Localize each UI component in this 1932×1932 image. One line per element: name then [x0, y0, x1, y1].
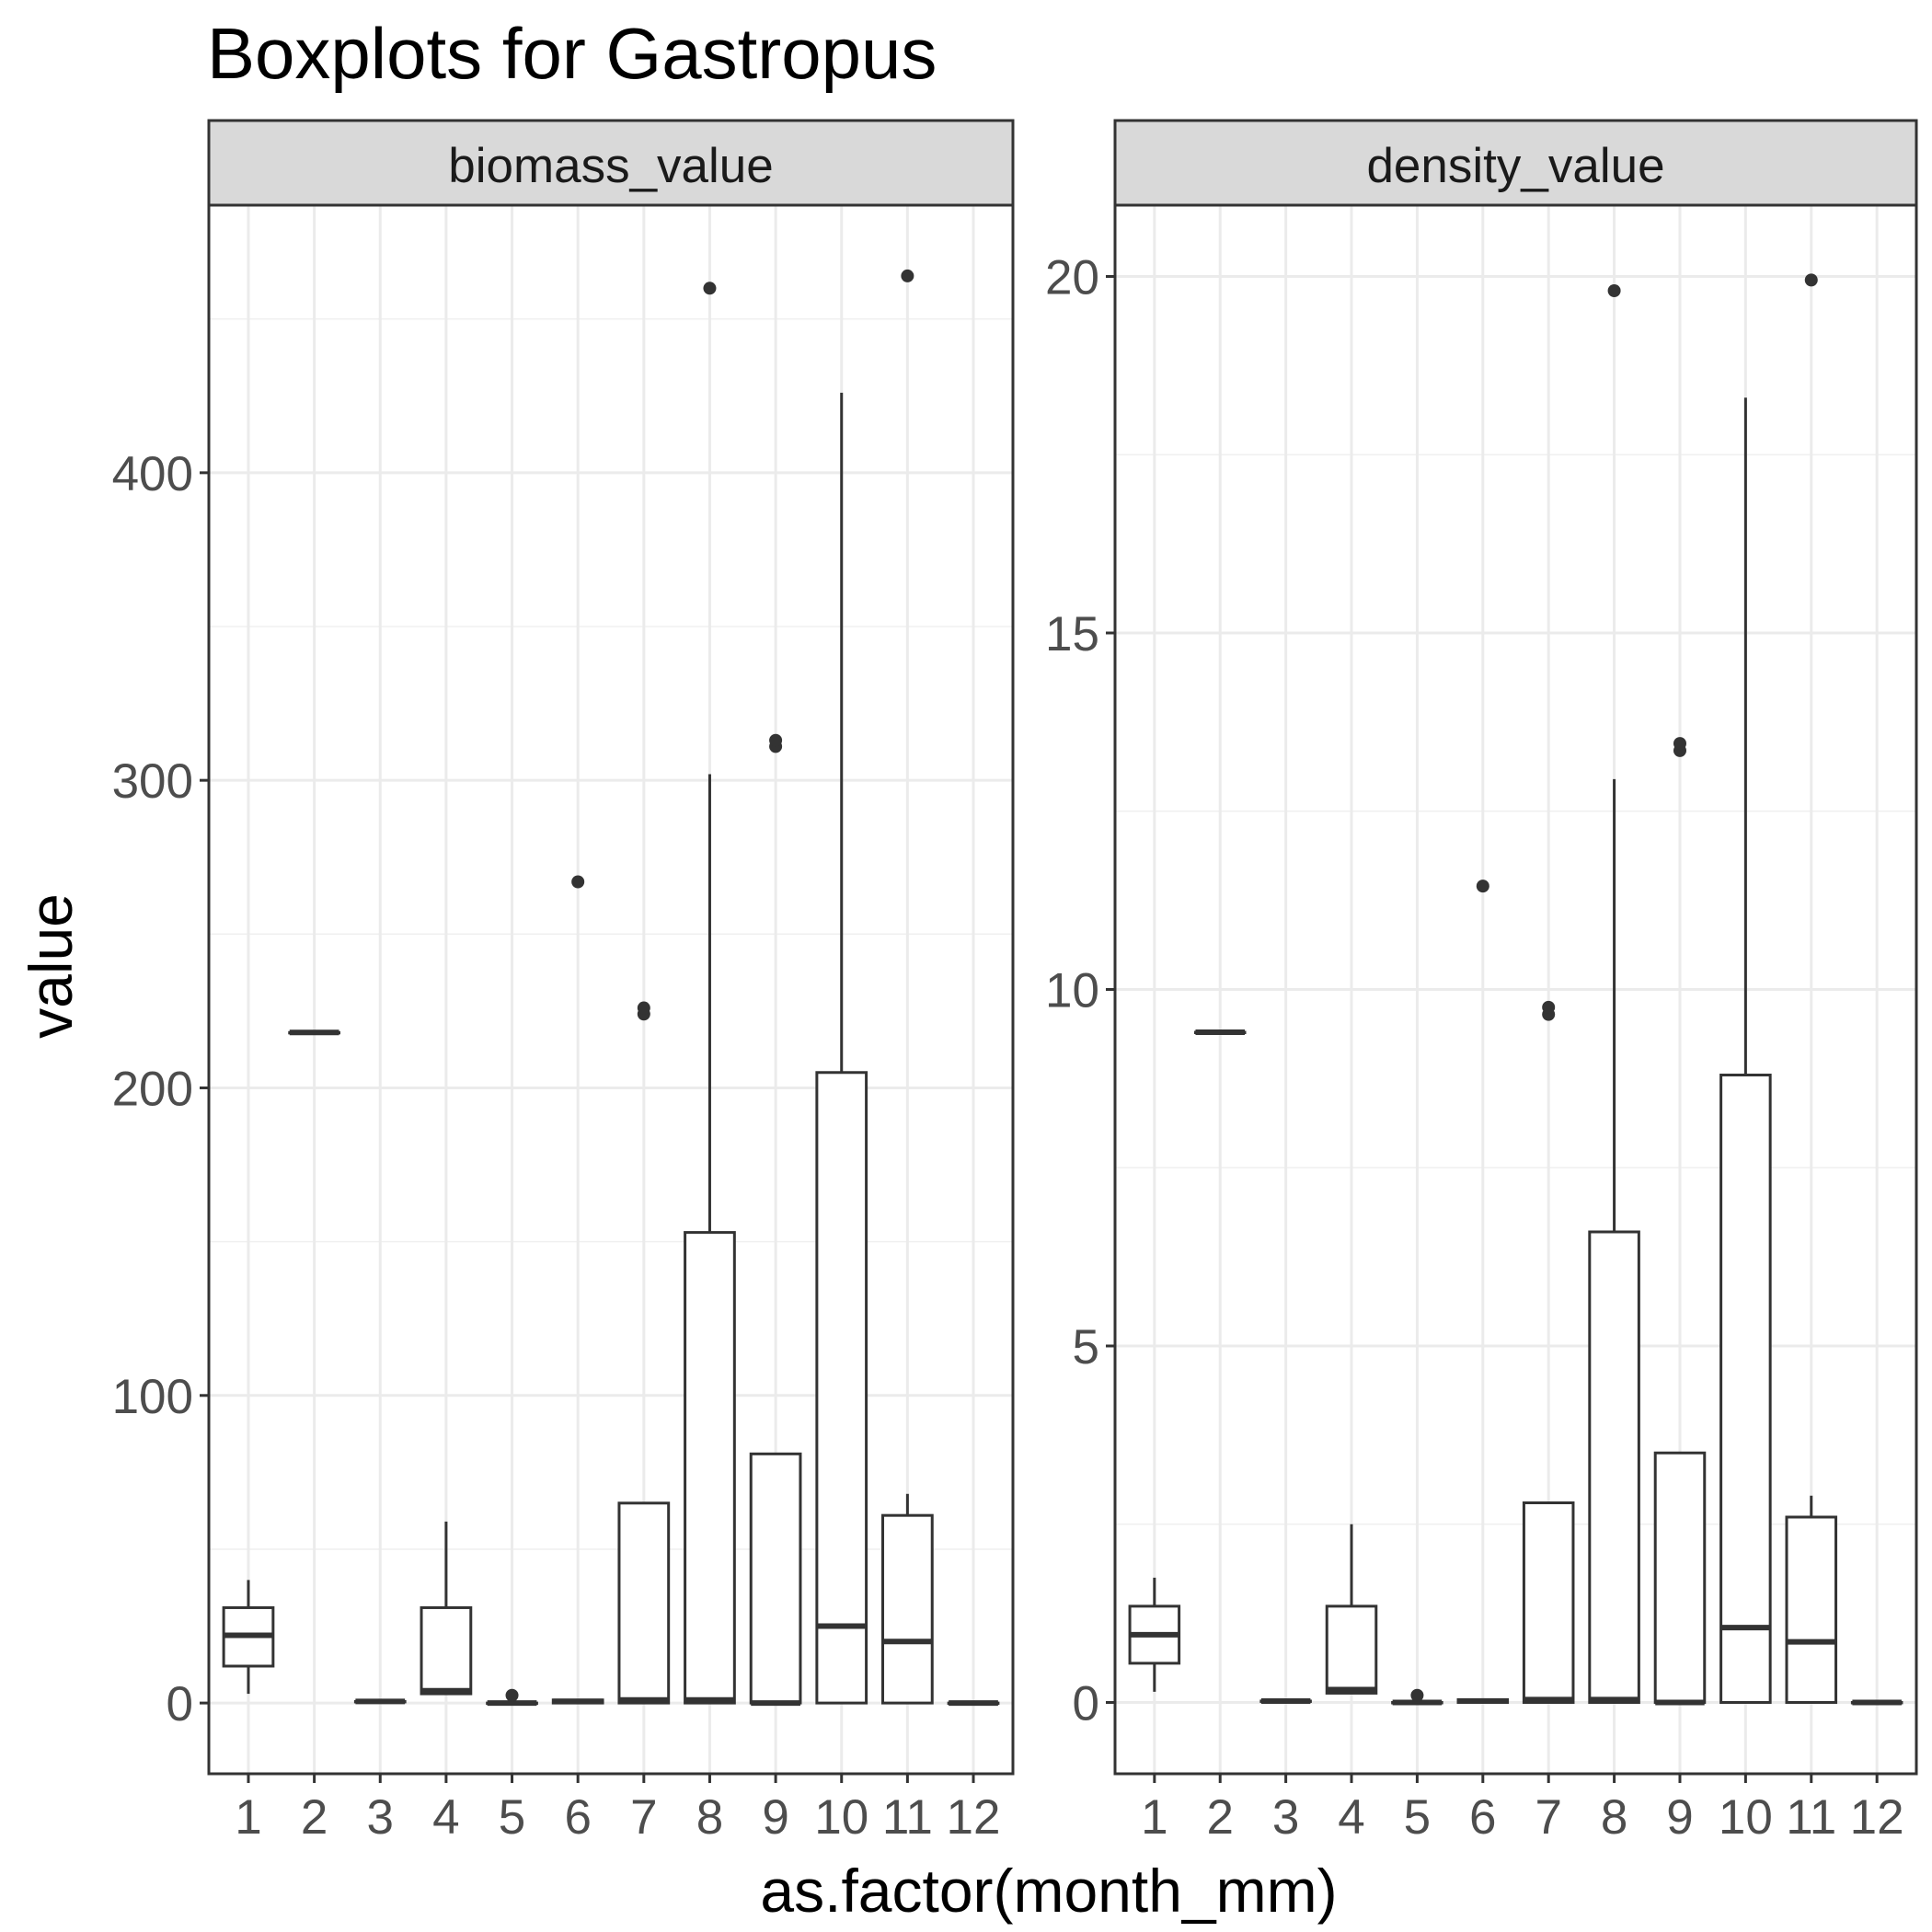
y-axis-label: value	[17, 893, 85, 1039]
box-6	[551, 875, 604, 1705]
box-2	[1193, 1029, 1247, 1035]
x-tick-label: 2	[1206, 1790, 1233, 1845]
y-tick-label: 0	[1073, 1677, 1099, 1731]
y-tick-label: 5	[1073, 1320, 1099, 1374]
box-2	[288, 1029, 340, 1036]
box-body	[1653, 1451, 1707, 1704]
x-tick-label: 3	[367, 1790, 394, 1845]
box-10	[1719, 397, 1772, 1704]
outlier-point	[1410, 1688, 1424, 1702]
box-11	[1785, 273, 1838, 1704]
box-1	[1128, 1577, 1181, 1692]
y-tick-label: 20	[1045, 251, 1099, 305]
outlier-point	[703, 282, 717, 295]
box-9	[749, 733, 802, 1707]
x-tick-label: 1	[1141, 1790, 1167, 1845]
x-tick-label: 11	[1786, 1790, 1836, 1845]
x-tick-label: 11	[882, 1790, 933, 1845]
box-4	[420, 1521, 473, 1696]
outlier-point	[637, 1001, 650, 1015]
x-tick-label: 1	[235, 1790, 261, 1845]
x-tick-label: 10	[1719, 1790, 1773, 1845]
strip-background	[1113, 119, 1918, 207]
x-tick-label: 5	[499, 1790, 525, 1845]
box-1	[222, 1580, 275, 1695]
outlier-point	[1673, 737, 1686, 751]
outlier-point	[1542, 1000, 1556, 1014]
x-tick-label: 12	[1850, 1790, 1904, 1845]
x-tick-label: 9	[1666, 1790, 1693, 1845]
strip-label: biomass_value	[448, 139, 774, 193]
chart-title: Boxplots for Gastropus	[207, 13, 937, 94]
strip-label: density_value	[1366, 139, 1664, 193]
box-body	[815, 1071, 868, 1705]
box-body	[617, 1501, 671, 1705]
outlier-point	[571, 875, 585, 889]
box-9	[1653, 737, 1707, 1706]
y-tick-label: 10	[1045, 964, 1099, 1018]
x-axis-label: as.factor(month_mm)	[760, 1857, 1337, 1925]
box-body	[1325, 1604, 1378, 1695]
box-3	[1259, 1697, 1312, 1704]
box-body	[1785, 1515, 1838, 1704]
x-tick-label: 7	[1535, 1790, 1561, 1845]
y-tick-label: 400	[112, 447, 193, 501]
x-tick-label: 3	[1272, 1790, 1299, 1845]
box-body	[1522, 1501, 1575, 1704]
box-body	[684, 1231, 736, 1705]
x-tick-label: 4	[1338, 1790, 1364, 1845]
panel-background	[209, 205, 1013, 1774]
box-7	[617, 1001, 671, 1705]
x-tick-label: 7	[630, 1790, 657, 1845]
x-tick-label: 2	[301, 1790, 328, 1845]
box-body	[749, 1452, 802, 1705]
y-tick-label: 15	[1045, 607, 1099, 661]
box-5	[1391, 1688, 1443, 1706]
box-3	[353, 1698, 407, 1705]
x-tick-label: 9	[762, 1790, 788, 1845]
box-body	[1588, 1230, 1640, 1704]
x-tick-label: 10	[814, 1790, 868, 1845]
y-tick-label: 300	[112, 754, 193, 809]
box-4	[1325, 1524, 1378, 1695]
x-tick-label: 8	[696, 1790, 723, 1845]
box-body	[881, 1513, 934, 1705]
outlier-point	[505, 1688, 519, 1702]
box-12	[1850, 1699, 1903, 1706]
box-8	[684, 282, 736, 1705]
y-tick-label: 0	[167, 1677, 193, 1731]
x-tick-label: 4	[432, 1790, 459, 1845]
box-7	[1522, 1000, 1575, 1704]
y-tick-label: 100	[112, 1370, 193, 1424]
strip-background	[207, 119, 1015, 207]
outlier-point	[1607, 284, 1621, 297]
box-12	[947, 1700, 1000, 1707]
box-10	[815, 392, 868, 1705]
outlier-point	[901, 269, 914, 282]
x-tick-label: 5	[1404, 1790, 1431, 1845]
outlier-point	[1804, 273, 1818, 287]
x-tick-label: 6	[1469, 1790, 1496, 1845]
x-tick-label: 12	[947, 1790, 1001, 1845]
y-tick-label: 200	[112, 1062, 193, 1116]
box-body	[420, 1605, 473, 1696]
box-8	[1588, 284, 1640, 1704]
x-tick-label: 8	[1601, 1790, 1627, 1845]
x-tick-label: 6	[564, 1790, 591, 1845]
outlier-point	[769, 733, 783, 747]
box-body	[1719, 1074, 1772, 1704]
box-6	[1456, 880, 1510, 1705]
box-5	[486, 1688, 538, 1707]
box-11	[881, 269, 934, 1705]
outlier-point	[1476, 880, 1489, 893]
